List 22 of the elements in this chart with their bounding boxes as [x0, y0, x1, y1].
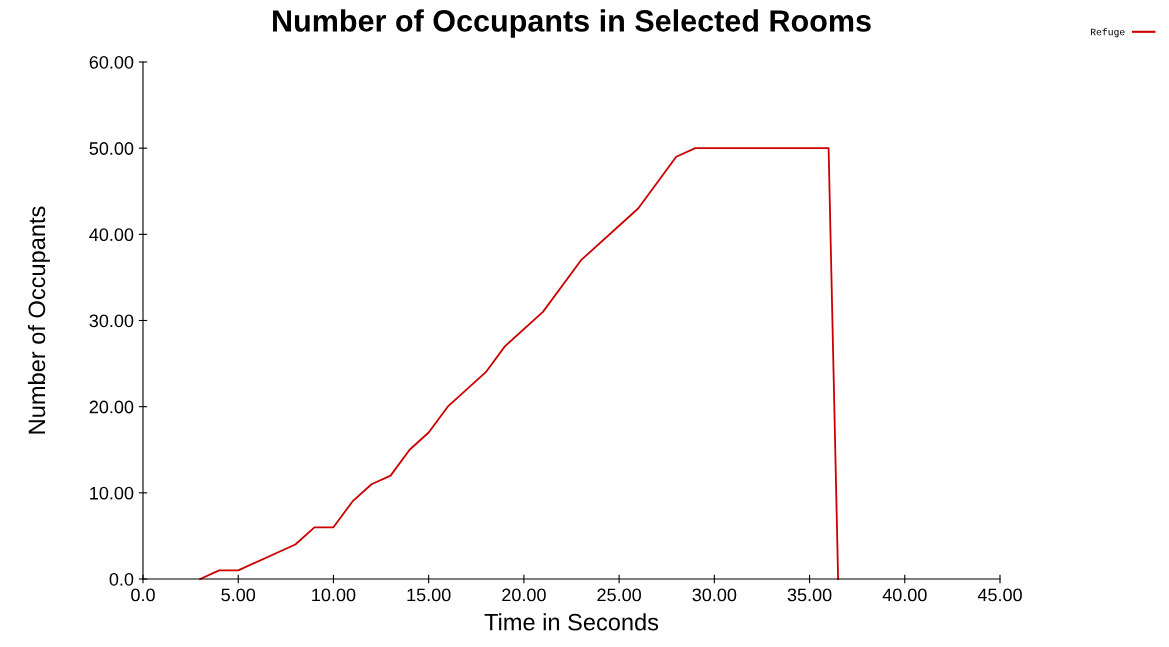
x-tick-label: 40.00 — [882, 588, 927, 602]
y-tick-label: 20.00 — [89, 400, 134, 414]
x-tick-label: 30.00 — [692, 588, 737, 602]
y-tick-label: 30.00 — [89, 314, 134, 328]
x-tick-label: 35.00 — [787, 588, 832, 602]
y-axis-title: Number of Occupants — [27, 206, 50, 434]
legend-label: Refuge — [1091, 28, 1125, 38]
x-tick-label: 5.00 — [221, 588, 256, 602]
y-tick-label: 60.00 — [89, 55, 134, 69]
y-tick-label: 0.0 — [109, 572, 134, 586]
x-tick-label: 45.00 — [977, 588, 1022, 602]
x-tick-label: 15.00 — [407, 588, 451, 602]
x-axis-title: Time in Seconds — [484, 613, 659, 631]
y-tick-label: 50.00 — [89, 142, 134, 155]
x-tick-label: 0.0 — [131, 588, 155, 602]
chart-title: Number of Occupants in Selected Rooms — [273, 9, 871, 38]
y-tick-label: 40.00 — [89, 228, 134, 242]
line-series — [199, 147, 840, 580]
x-tick-label: 25.00 — [597, 588, 641, 602]
y-tick-label: 10.00 — [90, 486, 134, 500]
x-tick-label: 10.00 — [312, 588, 356, 602]
x-tick-label: 20.00 — [502, 588, 546, 602]
